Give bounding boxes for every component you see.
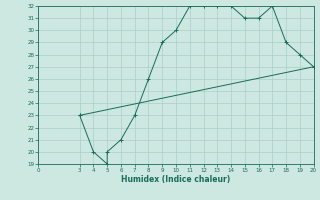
X-axis label: Humidex (Indice chaleur): Humidex (Indice chaleur) (121, 175, 231, 184)
